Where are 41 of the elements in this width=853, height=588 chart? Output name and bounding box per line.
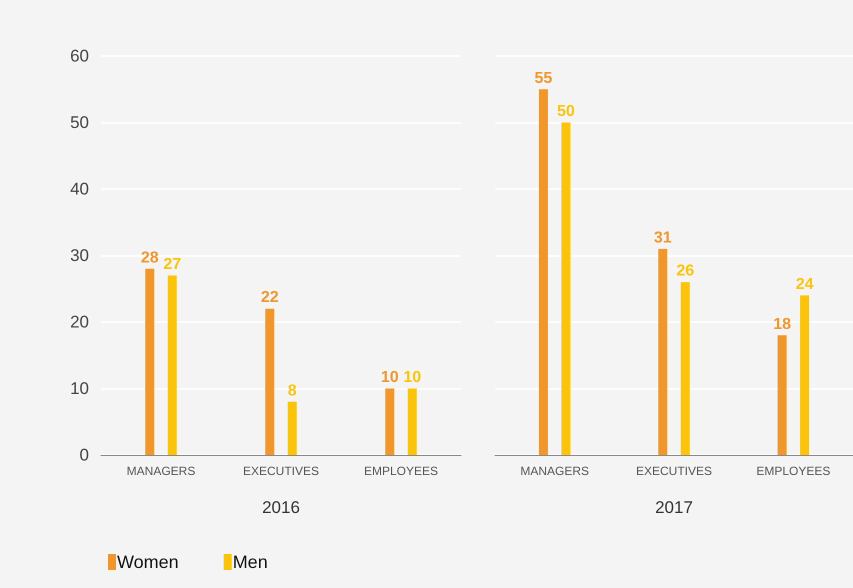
y-tick-label: 50 — [70, 113, 89, 132]
y-tick-label: 10 — [70, 379, 89, 398]
bar — [168, 275, 177, 455]
bar — [385, 388, 394, 455]
y-tick-label: 40 — [70, 180, 89, 198]
legend-label: Women — [117, 552, 179, 572]
bar — [561, 122, 570, 455]
bar — [145, 268, 154, 455]
x-tick-label: EMPLOYEES — [364, 464, 438, 478]
data-label: 8 — [288, 382, 297, 400]
data-label: 22 — [260, 289, 279, 306]
x-tick-label: EXECUTIVES — [242, 464, 320, 478]
bar — [265, 308, 274, 455]
bar — [288, 402, 297, 455]
y-tick-label: 20 — [70, 312, 89, 332]
data-label: 55 — [534, 70, 552, 87]
x-tick-label: EXECUTIVES — [636, 464, 712, 478]
x-axis-title: 2016 — [262, 498, 300, 517]
bar — [680, 282, 690, 455]
y-tick-label: 30 — [70, 246, 89, 265]
x-axis-title: 2017 — [655, 498, 693, 517]
bar — [538, 89, 548, 455]
bar — [408, 388, 417, 455]
data-label: 28 — [140, 249, 159, 266]
data-label: 27 — [163, 256, 182, 273]
data-label: 18 — [773, 316, 792, 333]
bar — [778, 335, 787, 455]
x-tick-label: MANAGERS — [126, 464, 196, 478]
y-tick-label: 60 — [70, 46, 89, 66]
data-label: 24 — [796, 276, 814, 293]
legend-label: Men — [232, 552, 268, 572]
x-tick-label: MANAGERS — [520, 464, 590, 478]
data-label: 10 — [403, 369, 422, 386]
data-label: 31 — [654, 229, 672, 246]
data-label: 50 — [557, 103, 575, 120]
x-tick-label: EMPLOYEES — [756, 464, 830, 478]
y-tick-label: 0 — [80, 446, 89, 464]
data-label: 26 — [676, 262, 694, 280]
bar — [800, 295, 810, 455]
data-label: 10 — [380, 369, 399, 386]
bar — [658, 248, 668, 455]
